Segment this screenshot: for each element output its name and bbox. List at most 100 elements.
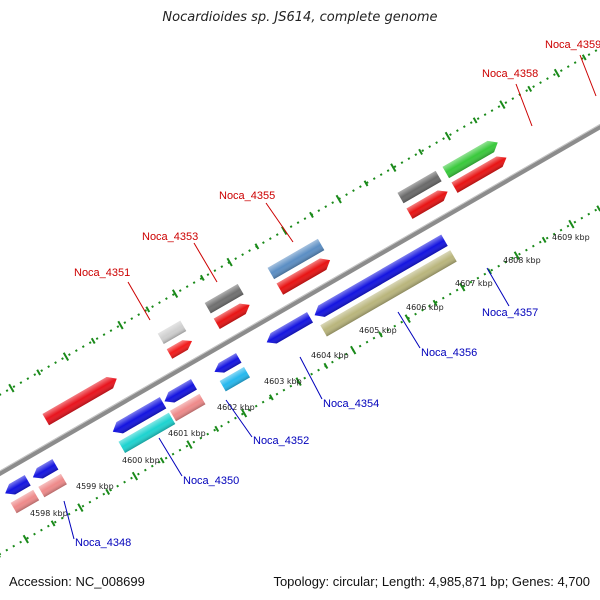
gene-leader-line [579, 54, 597, 97]
reverse-gene-arrow-shading [164, 379, 197, 403]
accession-text: Accession: NC_008699 [9, 574, 145, 589]
ruler-tick [404, 314, 411, 324]
ruler-tick [363, 180, 369, 187]
kbp-label: 4600 kbp [122, 456, 160, 465]
kbp-label: 4608 kbp [503, 256, 541, 265]
ruler-tick [335, 194, 342, 204]
gene-label[interactable]: Noca_4357 [482, 307, 538, 319]
forward-gene-block-shading [397, 170, 442, 204]
kbp-label: 4605 kbp [359, 326, 397, 335]
reverse-gene-block-shading [118, 412, 176, 453]
ruler-tick [22, 534, 29, 544]
gene-leader-line [158, 437, 183, 477]
reverse-gene-arrow-shading [112, 397, 167, 434]
ruler-tick [309, 211, 314, 218]
ruler-tick [323, 362, 329, 369]
kbp-label: 4607 kbp [455, 279, 493, 288]
gene-leader-line [515, 83, 533, 127]
kbp-label: 4603 kbp [264, 377, 302, 386]
gene-name-labels: Noca_4348 Noca_4350 Noca_4351 Noca_4352 Noca… [63, 39, 600, 549]
forward-gene-arrow-shading [442, 140, 498, 179]
ruler-tick [226, 257, 233, 267]
ruler-tick [487, 268, 492, 275]
ruler-tick [186, 440, 193, 450]
reverse-gene-block-shading [219, 366, 250, 392]
reverse-gene-block-shading [320, 250, 457, 337]
reverse-gene-arrow-shading [32, 459, 59, 479]
gene-label[interactable]: Noca_4348 [75, 537, 131, 549]
gene-label[interactable]: Noca_4351 [74, 267, 130, 279]
forward-gene-block-shading [157, 320, 187, 345]
gene-leader-line [193, 242, 218, 283]
gene-label[interactable]: Noca_4356 [421, 347, 477, 359]
reverse-ruler-line [0, 149, 600, 572]
gene-leader-line [225, 399, 253, 438]
forward-gene-arrow-shading [276, 258, 331, 295]
gene-label[interactable]: Noca_4358 [482, 68, 538, 80]
reverse-gene-arrow-shading [266, 312, 313, 344]
ruler-tick [8, 383, 15, 393]
forward-gene-arrow-shading [42, 377, 117, 426]
ruler-tick [77, 503, 84, 513]
gene-leader-line [299, 356, 323, 400]
ruler-tick [472, 117, 478, 124]
ruler-tick [281, 226, 288, 236]
reverse-gene-arrow-shading [5, 475, 31, 495]
gene-label[interactable]: Noca_4352 [253, 435, 309, 447]
reverse-gene-block-shading [170, 393, 206, 422]
ruler-tick [268, 394, 274, 401]
ruler-tick [62, 352, 70, 362]
gene-label[interactable]: Noca_4359 [545, 39, 600, 51]
reverse-gene-arrow-shading [214, 353, 242, 373]
forward-gene-arrow-shading [166, 340, 193, 359]
ruler-tick [513, 251, 520, 261]
forward-gene-arrow-shading [213, 303, 250, 330]
gene-label[interactable]: Noca_4353 [142, 231, 198, 243]
ruler-tick [499, 100, 506, 110]
gene-features [5, 140, 507, 514]
reverse-ruler-ticks [0, 205, 600, 558]
gene-label[interactable]: Noca_4350 [183, 475, 239, 487]
genome-backbone [0, 87, 600, 513]
reverse-gene-block-shading [38, 473, 67, 498]
ruler-tick [50, 520, 56, 527]
kbp-label: 4601 kbp [168, 429, 206, 438]
reverse-gene-arrow-shading [314, 234, 448, 317]
forward-gene-block-shading [204, 284, 244, 314]
gene-label[interactable]: Noca_4355 [219, 190, 275, 202]
topology-text: Topology: circular; Length: 4,985,871 bp… [273, 574, 590, 589]
ruler-tick [418, 148, 423, 155]
ruler-tick [390, 163, 397, 173]
forward-ruler-ticks [8, 54, 587, 393]
gene-leader-line [486, 267, 510, 307]
ruler-tick [254, 243, 260, 250]
ruler-tick [541, 236, 547, 243]
ruler-tick [159, 457, 165, 464]
ruler-tick [295, 377, 302, 387]
ruler-tick [350, 345, 357, 355]
gene-leader-line [265, 202, 294, 243]
ruler-tick [581, 54, 587, 61]
ruler-tick [117, 320, 124, 330]
forward-gene-block-shading [267, 238, 325, 280]
genome-title: Nocardioides sp. JS614, complete genome [162, 10, 438, 25]
ruler-tick [171, 289, 179, 299]
ruler-tick [240, 408, 248, 418]
kbp-label: 4604 kbp [311, 351, 349, 360]
gene-leader-line [397, 311, 421, 349]
kbp-label: 4598 kbp [30, 509, 68, 518]
ruler-tick [214, 425, 220, 432]
ruler-tick [553, 68, 561, 78]
ruler-tick [90, 337, 96, 344]
ruler-tick [105, 488, 111, 495]
ruler-tick [36, 369, 42, 376]
kbp-scale-labels: 4598 kbp 4599 kbp 4600 kbp 4601 kbp 4602 kbp… [30, 233, 590, 518]
ruler-tick [199, 274, 205, 281]
ruler-tick [444, 131, 451, 141]
gene-label[interactable]: Noca_4354 [323, 398, 379, 410]
gene-leader-line [63, 500, 75, 540]
ruler-tick [145, 306, 151, 313]
ruler-tick [432, 299, 438, 306]
